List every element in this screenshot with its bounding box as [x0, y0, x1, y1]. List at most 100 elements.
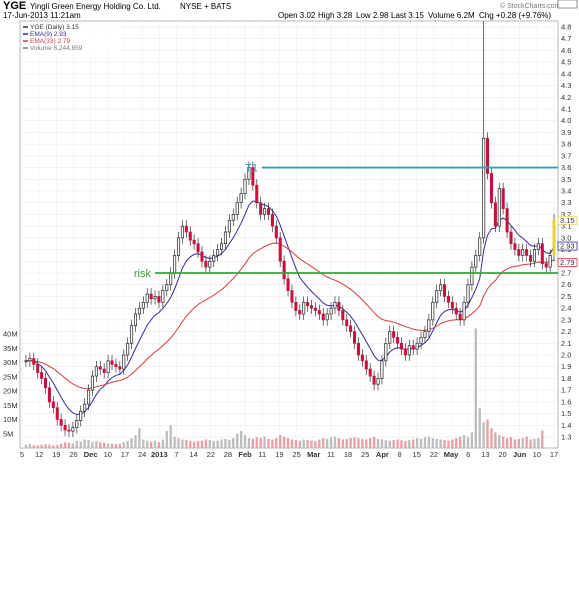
volume-bar [192, 441, 196, 448]
x-tick-label: 8 [397, 450, 401, 459]
volume-bar [56, 445, 59, 448]
candle-body [83, 403, 87, 412]
candle-body [165, 284, 169, 291]
volume-bar [365, 439, 368, 448]
candle-body [482, 137, 486, 239]
candle-body [286, 278, 290, 291]
volume-bar [384, 440, 388, 448]
price-tick-label: 4.7 [561, 34, 571, 43]
candle-body [552, 219, 556, 256]
candle-body [133, 313, 138, 327]
ema-lines [25, 200, 555, 416]
x-tick-label: 22 [430, 450, 438, 459]
price-tick-label: 2.0 [561, 351, 571, 360]
price-tick-label: 1.7 [561, 386, 571, 395]
x-axis: 5 12 19 26 Dec 10 17 24 2013 7 14 22 28 Feb 11 19 25 Mar 1… [20, 450, 558, 459]
volume-bar [122, 442, 125, 448]
x-tick-label: 12 [35, 450, 43, 459]
volume-bar [208, 440, 211, 448]
candle-body [227, 219, 231, 233]
ema-9-line [25, 200, 555, 416]
legend-entry: EMA(33) 2.79 [30, 38, 70, 45]
candle-body [454, 307, 458, 315]
candles [24, 21, 556, 437]
volume-bar [228, 440, 231, 448]
volume-bar [509, 437, 513, 448]
candle-body [450, 301, 454, 309]
candle-body [130, 325, 134, 344]
candle-body [337, 301, 341, 311]
last-value-tag [557, 241, 578, 251]
price-tick-label: 3.1 [561, 222, 571, 231]
volume-bar [114, 444, 118, 448]
volume-bar [255, 437, 258, 448]
price-tick-label: 4.0 [561, 116, 571, 125]
volume-bar [505, 438, 509, 448]
candle-body [274, 225, 278, 239]
candle-body [486, 137, 490, 174]
volume-bar [318, 439, 321, 448]
candle-body [59, 419, 63, 426]
volume-bar [173, 436, 176, 448]
candle-body [349, 325, 353, 332]
candle-body [102, 368, 106, 373]
quote-volume: Volume 6.2M [428, 11, 475, 20]
x-tick-label: 2013 [151, 450, 168, 459]
price-tick-label: 1.9 [561, 362, 571, 371]
candle-body [149, 293, 153, 300]
candle-body [306, 301, 310, 307]
candle-body [325, 313, 329, 321]
candle-body [513, 243, 517, 250]
volume-bar [400, 440, 403, 448]
volume-bar [259, 438, 262, 448]
volume-bar [361, 438, 364, 448]
x-tick-label: Jun [513, 450, 527, 459]
candle-body [341, 310, 345, 321]
quote-high: High 3.28 [318, 11, 353, 20]
quote-low: Low 2.98 [356, 11, 389, 20]
candle-body [356, 342, 360, 356]
exchange-name: NYSE + BATS [180, 2, 231, 11]
volume-bar [146, 440, 149, 448]
candle-body [321, 313, 325, 321]
volume-bar [349, 438, 352, 448]
volume-bar [149, 441, 153, 448]
volume-bar [236, 433, 239, 448]
candle-body [79, 410, 83, 421]
candle-body [489, 173, 493, 204]
candle-body [313, 307, 317, 311]
price-tick-label: 3.4 [561, 187, 571, 196]
last-value-tag-text: 3.15 [560, 216, 575, 225]
candle-body [161, 290, 165, 303]
annotation-label: T1 [245, 163, 258, 175]
candle-body [540, 243, 544, 264]
volume-bar [322, 438, 325, 448]
volume-bar [298, 440, 301, 448]
volume-bar [415, 438, 419, 448]
volume-bar [490, 428, 493, 448]
candle-body [411, 345, 415, 350]
volume-bar [181, 439, 184, 448]
volume-bar [329, 437, 333, 448]
price-tick-label: 4.5 [561, 58, 571, 67]
volume-bar [306, 440, 309, 448]
volume-bar [75, 440, 78, 448]
candle-body [294, 301, 298, 311]
volume-bar [404, 440, 407, 448]
candle-body [55, 407, 59, 420]
candle-body [415, 342, 419, 350]
volume-bar [302, 439, 305, 448]
candle-body [263, 208, 267, 215]
candle-body [376, 378, 380, 385]
price-tick-label: 4.2 [561, 93, 571, 102]
volume-axis: 40M 35M 30M 25M 20M 15M 10M 5M [3, 330, 18, 439]
price-tick-label: 3.0 [561, 233, 571, 242]
candle-body [423, 331, 427, 338]
volume-bar [282, 436, 286, 448]
volume-bar [294, 440, 298, 448]
candle-body [532, 249, 537, 262]
volume-bar [447, 440, 450, 448]
price-tick-label: 3.3 [561, 198, 571, 207]
plot-area [19, 20, 559, 449]
